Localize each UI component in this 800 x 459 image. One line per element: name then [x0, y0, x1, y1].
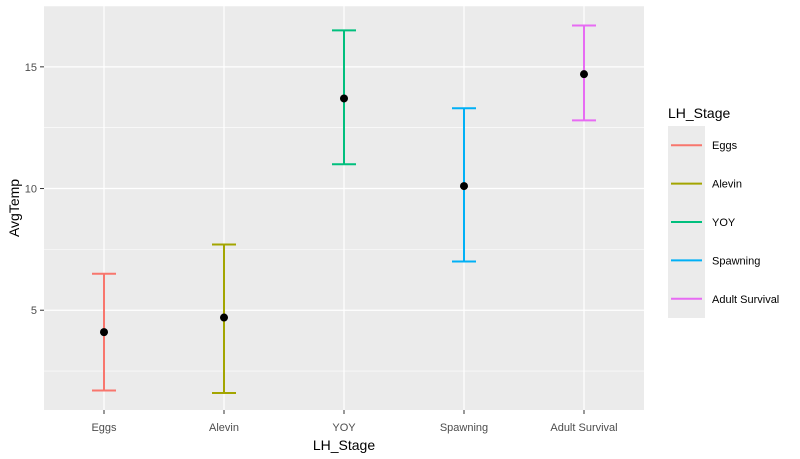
mean-point-adult-survival	[580, 70, 588, 79]
x-tick-label: Alevin	[209, 422, 239, 434]
legend-label: YOY	[712, 217, 736, 229]
x-tick-label: YOY	[332, 422, 356, 434]
legend-label: Adult Survival	[712, 294, 779, 306]
mean-point-yoy	[340, 94, 348, 103]
x-tick-label: Spawning	[440, 422, 488, 434]
x-tick-label: Adult Survival	[550, 422, 617, 434]
legend: LH_Stage Eggs Alevin YOY Spawning Adult Surv…	[668, 105, 779, 318]
y-tick-label: 5	[31, 305, 37, 317]
mean-point-alevin	[220, 313, 228, 322]
x-tick-label: Eggs	[91, 422, 117, 434]
legend-label: Eggs	[712, 140, 738, 152]
x-axis-title: LH_Stage	[313, 437, 375, 453]
y-tick-label: 10	[25, 184, 37, 196]
legend-label: Spawning	[712, 255, 760, 267]
legend-label: Alevin	[712, 179, 742, 191]
x-axis: Eggs Alevin YOY Spawning Adult Survival	[91, 410, 618, 434]
y-axis-title: AvgTemp	[6, 179, 22, 237]
points-layer	[100, 70, 588, 337]
y-tick-label: 15	[25, 62, 37, 74]
legend-title: LH_Stage	[668, 105, 730, 121]
mean-point-eggs	[100, 328, 108, 337]
y-axis: 5 10 15	[25, 62, 44, 317]
mean-point-spawning	[460, 182, 468, 191]
